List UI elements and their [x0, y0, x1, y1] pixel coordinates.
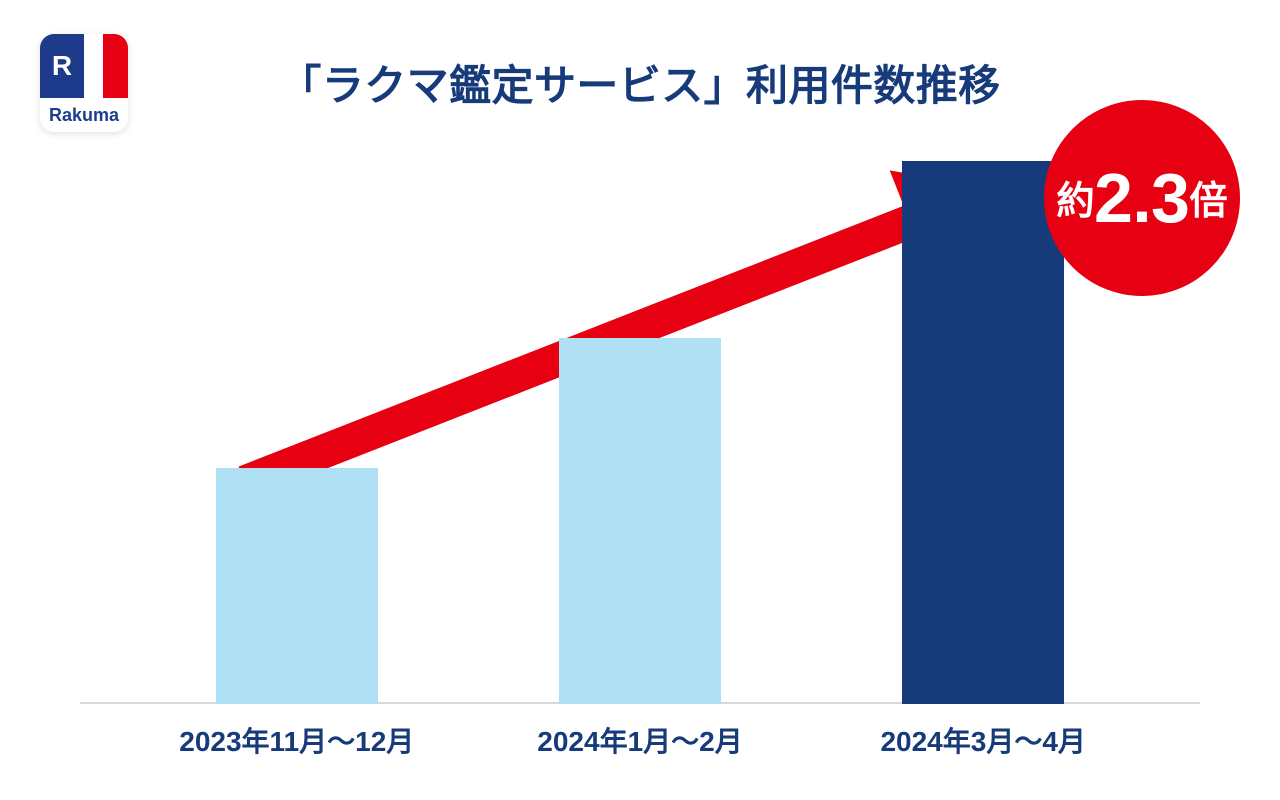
bar-1: [216, 468, 378, 704]
callout-number: 2.3: [1094, 158, 1189, 238]
xlabel-2: 2024年1月～2月: [460, 720, 820, 760]
multiplier-callout: 約2.3倍: [1044, 100, 1240, 296]
bar-chart: [120, 150, 1160, 704]
callout-suffix: 倍: [1189, 170, 1228, 226]
callout-prefix: 約: [1056, 170, 1094, 226]
infographic-canvas: R Rakuma 「ラクマ鑑定サービス」利用件数推移 約2.3倍 2023年11…: [0, 0, 1280, 800]
xlabel-3: 2024年3月～4月: [803, 720, 1163, 760]
bar-3: [902, 161, 1064, 704]
xlabel-1: 2023年11月～12月: [117, 720, 477, 760]
chart-title: 「ラクマ鑑定サービス」利用件数推移: [0, 52, 1280, 113]
bar-2: [559, 338, 721, 704]
